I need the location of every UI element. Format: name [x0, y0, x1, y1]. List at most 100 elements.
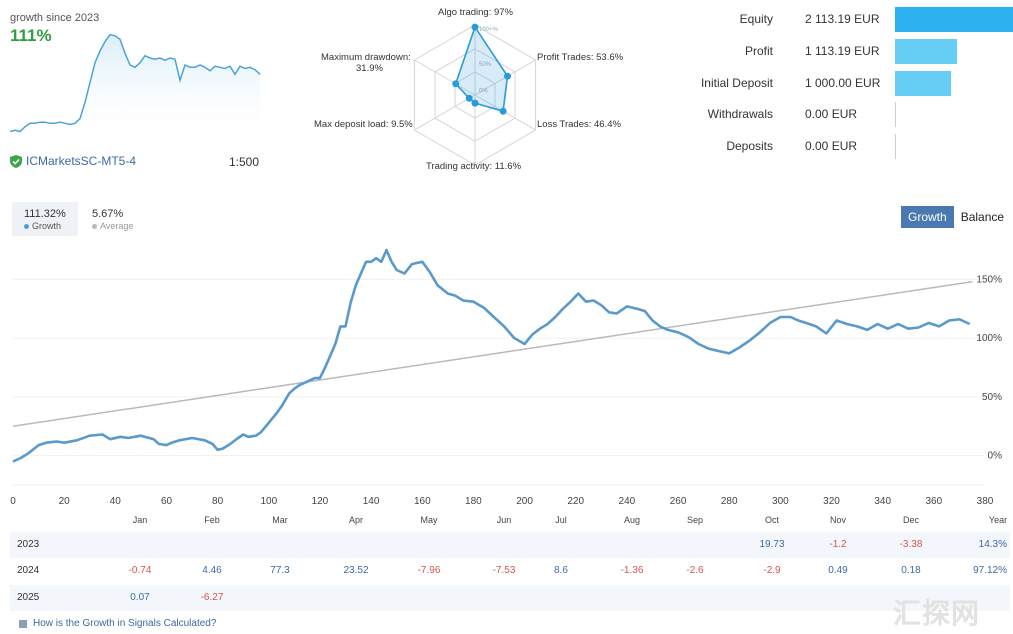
growth-dot-icon	[24, 223, 29, 229]
info-icon	[19, 619, 27, 628]
radar-point	[465, 94, 473, 102]
account-value: 0.00 EUR	[805, 107, 858, 121]
account-label: Withdrawals	[707, 107, 773, 121]
table-cell: -6.27	[200, 592, 224, 603]
broker-name[interactable]: ICMarketsSC-MT5-4	[26, 154, 137, 168]
account-bar	[895, 7, 1013, 32]
x-tick-label: 200	[516, 496, 533, 507]
table-year-total: 14.3%	[978, 539, 1007, 550]
radar-svg: 100+% 50% 0%	[413, 23, 537, 166]
table-row: 2023 19.73 -1.2 -3.38 14.3%	[10, 532, 1010, 558]
table-cell: -7.96	[417, 565, 441, 576]
radar-ring-label: 0%	[479, 89, 488, 95]
table-cell: -1.2	[829, 539, 847, 550]
y-tick-label: 50%	[982, 392, 1002, 403]
x-tick-label: 60	[161, 496, 173, 507]
month-header: Aug	[623, 515, 641, 525]
x-tick-label: 320	[823, 496, 840, 507]
account-row-equity: Equity 2 113.19 EUR	[690, 7, 1013, 32]
x-tick-label: 20	[59, 496, 71, 507]
mini-growth-value: 111%	[10, 26, 52, 45]
account-row-profit: Profit 1 113.19 EUR	[690, 39, 1010, 64]
growth-summary-value: 111.32%	[24, 208, 66, 220]
x-tick-label: 100	[260, 496, 277, 507]
average-summary-legend[interactable]: Average	[92, 221, 133, 231]
month-header: Apr	[348, 515, 364, 525]
mini-growth-line	[10, 33, 261, 133]
table-year: 2023	[17, 539, 40, 550]
x-tick-label: 260	[670, 496, 687, 507]
mini-growth-title: growth since 2023	[10, 12, 100, 24]
account-row-deposits: Deposits 0.00 EUR	[690, 134, 1010, 159]
table-cell: 0.07	[130, 592, 150, 603]
x-tick-label: 360	[925, 496, 942, 507]
table-cell: -0.74	[128, 565, 152, 576]
table-row: 2025 0.07 -6.27	[10, 585, 1010, 611]
account-label: Equity	[739, 12, 773, 26]
month-header: Dec	[902, 515, 920, 525]
x-tick-label: 80	[212, 496, 224, 507]
growth-calculation-link[interactable]: How is the Growth in Signals Calculated?	[19, 618, 216, 629]
growth-line	[12, 248, 971, 463]
table-row: 2024 -0.74 4.46 77.3 23.52 -7.96 -7.53 8.6 -1.3…	[10, 558, 1010, 584]
y-tick-label: 0%	[988, 451, 1003, 462]
account-bar	[895, 102, 896, 127]
account-bar	[895, 39, 958, 64]
radar-ring-label: 100+%	[479, 27, 499, 33]
growth-summary-label: Growth	[32, 221, 62, 231]
broker[interactable]: ICMarketsSC-MT5-4	[10, 154, 136, 168]
x-tick-label: 380	[977, 496, 994, 507]
leverage: 1:500	[229, 155, 260, 169]
account-value: 0.00 EUR	[805, 139, 858, 153]
radar-label-profit-trades: Profit Trades: 53.6%	[537, 52, 624, 63]
average-summary-label: Average	[100, 221, 134, 231]
mini-growth-area	[10, 34, 260, 136]
verified-shield-icon	[10, 154, 22, 168]
x-tick-label: 140	[363, 496, 380, 507]
chart-mode-toggle: Growth Balance	[901, 206, 1012, 228]
balance-toggle-button[interactable]: Balance	[953, 206, 1012, 228]
table-cell: 0.49	[828, 565, 848, 576]
table-cell: 4.46	[202, 565, 222, 576]
month-header: Mar	[272, 515, 288, 525]
x-tick-label: 40	[110, 496, 122, 507]
month-header: Jan	[132, 515, 148, 525]
table-cell: -2.6	[686, 565, 704, 576]
radar-ring-label: 50%	[479, 62, 492, 68]
growth-calculation-link-text[interactable]: How is the Growth in Signals Calculated?	[33, 618, 217, 629]
month-header: Nov	[829, 515, 847, 525]
table-cell: 0.18	[901, 565, 921, 576]
x-tick-label: 120	[312, 496, 329, 507]
account-bar	[895, 71, 951, 96]
month-header: Jul	[555, 515, 567, 525]
account-bar	[895, 134, 896, 159]
radar-label-max-deposit-load: Max deposit load: 9.5%	[314, 119, 413, 130]
radar-label-algo: Algo trading: 97%	[438, 7, 513, 18]
mini-growth-chart	[10, 33, 261, 136]
table-cell: 8.6	[554, 565, 568, 576]
account-label: Deposits	[726, 139, 773, 153]
x-tick-label: 280	[721, 496, 738, 507]
radar-label-loss-trades: Loss Trades: 46.4%	[537, 119, 621, 130]
account-value: 1 113.19 EUR	[805, 44, 880, 58]
trend-line	[12, 280, 973, 427]
growth-toggle-button[interactable]: Growth	[901, 206, 954, 228]
account-row-withdrawals: Withdrawals 0.00 EUR	[690, 102, 1010, 127]
table-cell: 23.52	[343, 565, 369, 576]
y-tick-label: 150%	[976, 274, 1002, 285]
y-tick-label: 100%	[976, 333, 1002, 344]
x-tick-label: 0	[10, 496, 16, 507]
month-header: Year	[988, 515, 1008, 525]
account-value: 2 113.19 EUR	[805, 12, 880, 26]
radar-label-trading-activity: Trading activity: 11.6%	[426, 161, 522, 172]
month-header: Jun	[496, 515, 512, 525]
x-tick-label: 340	[874, 496, 891, 507]
month-header: Oct	[764, 515, 780, 525]
growth-summary-chip[interactable]: 111.32% Growth	[12, 202, 78, 236]
account-label: Initial Deposit	[700, 76, 773, 90]
growth-summary-legend: Growth	[24, 221, 61, 231]
mini-growth-panel: growth since 2023 111%	[10, 12, 265, 172]
x-tick-label: 180	[465, 496, 482, 507]
month-header: Feb	[204, 515, 220, 525]
radar-point	[471, 99, 479, 107]
